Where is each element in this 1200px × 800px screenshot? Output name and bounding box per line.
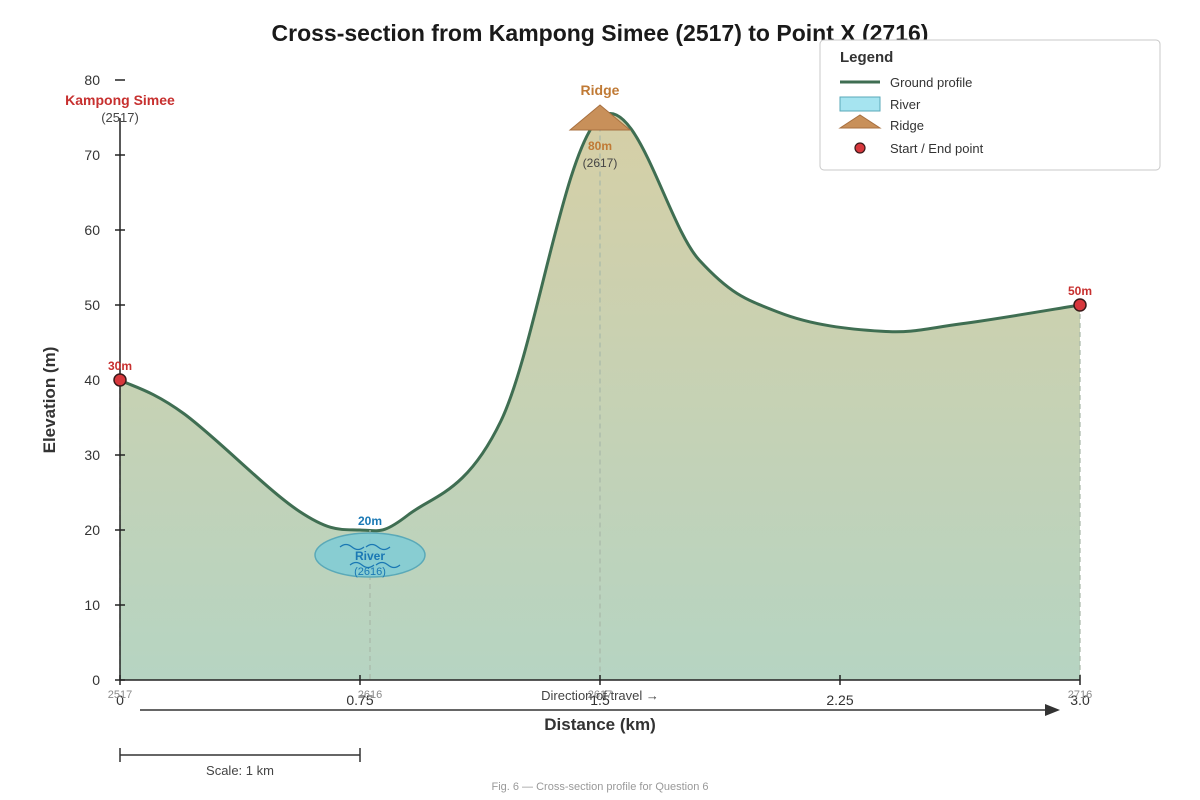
- start-point-marker: [113, 373, 127, 387]
- figure-title: Cross-section from Kampong Simee (2517) …: [272, 20, 929, 46]
- grid-references: 2517 2616 2617 2716: [108, 689, 1092, 701]
- grid-reference-label: 2616: [358, 689, 382, 701]
- grid-reference-label: 2617: [588, 689, 612, 701]
- start-grid-label: (2517): [101, 110, 139, 125]
- start-elevation-label: 30m: [108, 359, 132, 373]
- legend-item-label: River: [890, 97, 921, 112]
- x-tick-label: 3.0: [1070, 692, 1090, 708]
- ground-profile-line: [119, 112, 1081, 533]
- legend-item-label: Ground profile: [890, 75, 972, 90]
- y-tick-label: 50: [84, 297, 100, 313]
- river-grid-label: (2616): [354, 566, 386, 578]
- x-tick-label: 0: [116, 692, 124, 708]
- x-tick-label: 0.75: [346, 692, 373, 708]
- y-tick-label: 20: [84, 522, 100, 538]
- y-tick-label: 60: [84, 222, 100, 238]
- y-axis-ticks: 0 10 20 30 40 50 60 70 80: [84, 72, 125, 688]
- point-dot-icon: [854, 142, 866, 154]
- ridge-triangle-icon: [838, 114, 882, 129]
- y-tick-label: 70: [84, 147, 100, 163]
- river-wave-icon: [365, 543, 391, 551]
- y-tick-label: 80: [84, 72, 100, 88]
- x-axis-ticks: 0 0.75 1.5 2.25 3.0: [116, 675, 1090, 708]
- y-tick-label: 0: [92, 672, 100, 688]
- scale-label: Scale: 1 km: [206, 763, 274, 778]
- ridge-label: Ridge: [581, 82, 620, 98]
- x-tick-label: 2.25: [826, 692, 853, 708]
- ridge-grid-label: (2617): [583, 156, 618, 170]
- legend-item-label: Start / End point: [890, 141, 984, 156]
- river-wave-icon: [349, 561, 375, 569]
- river-swatch-icon: [839, 96, 881, 112]
- direction-of-travel-label: Direction of travel →: [541, 688, 659, 703]
- y-tick-label: 40: [84, 372, 100, 388]
- ridge-elevation-label: 80m: [588, 139, 612, 153]
- y-tick-label: 30: [84, 447, 100, 463]
- ridge-triangle-icon: [568, 104, 632, 131]
- river-wave-icon: [339, 543, 365, 551]
- figure-caption: Fig. 6 — Cross-section profile for Quest…: [491, 781, 708, 793]
- river-wave-icon: [375, 561, 401, 569]
- river-elevation-label: 20m: [358, 514, 382, 528]
- legend-item-label: Ridge: [890, 118, 924, 133]
- river-label: River: [355, 549, 385, 563]
- legend-box: [819, 39, 1161, 171]
- end-elevation-label: 50m: [1068, 284, 1092, 298]
- legend: Legend Ground profile River Ridge Start …: [819, 39, 1161, 171]
- y-tick-label: 10: [84, 597, 100, 613]
- direction-arrowhead-icon: [1045, 704, 1060, 716]
- grid-reference-label: 2716: [1068, 689, 1092, 701]
- end-point-marker: [1073, 298, 1087, 312]
- x-axis-title: Distance (km): [544, 715, 655, 734]
- legend-title: Legend: [840, 49, 893, 66]
- grid-reference-label: 2517: [108, 689, 132, 701]
- start-place-label: Kampong Simee: [65, 92, 175, 108]
- y-axis-title: Elevation (m): [40, 347, 59, 454]
- x-tick-label: 1.5: [590, 692, 610, 708]
